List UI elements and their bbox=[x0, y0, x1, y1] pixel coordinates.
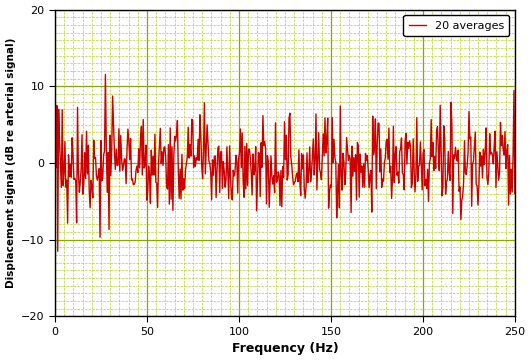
Legend: 20 averages: 20 averages bbox=[404, 15, 509, 36]
20 averages bbox=[256, 151, 262, 156]
20 averages bbox=[512, 192, 518, 196]
Line: 20 averages: 20 averages bbox=[55, 74, 515, 251]
20 averages bbox=[55, 249, 61, 253]
Y-axis label: Displacement signal (dB re arterial signal): Displacement signal (dB re arterial sign… bbox=[5, 38, 15, 288]
20 averages bbox=[207, 161, 213, 165]
20 averages bbox=[464, 163, 470, 168]
20 averages bbox=[62, 139, 68, 144]
20 averages bbox=[52, 118, 58, 122]
20 averages bbox=[119, 168, 126, 172]
20 averages bbox=[102, 72, 109, 77]
X-axis label: Frequency (Hz): Frequency (Hz) bbox=[232, 343, 338, 356]
20 averages bbox=[430, 140, 436, 145]
